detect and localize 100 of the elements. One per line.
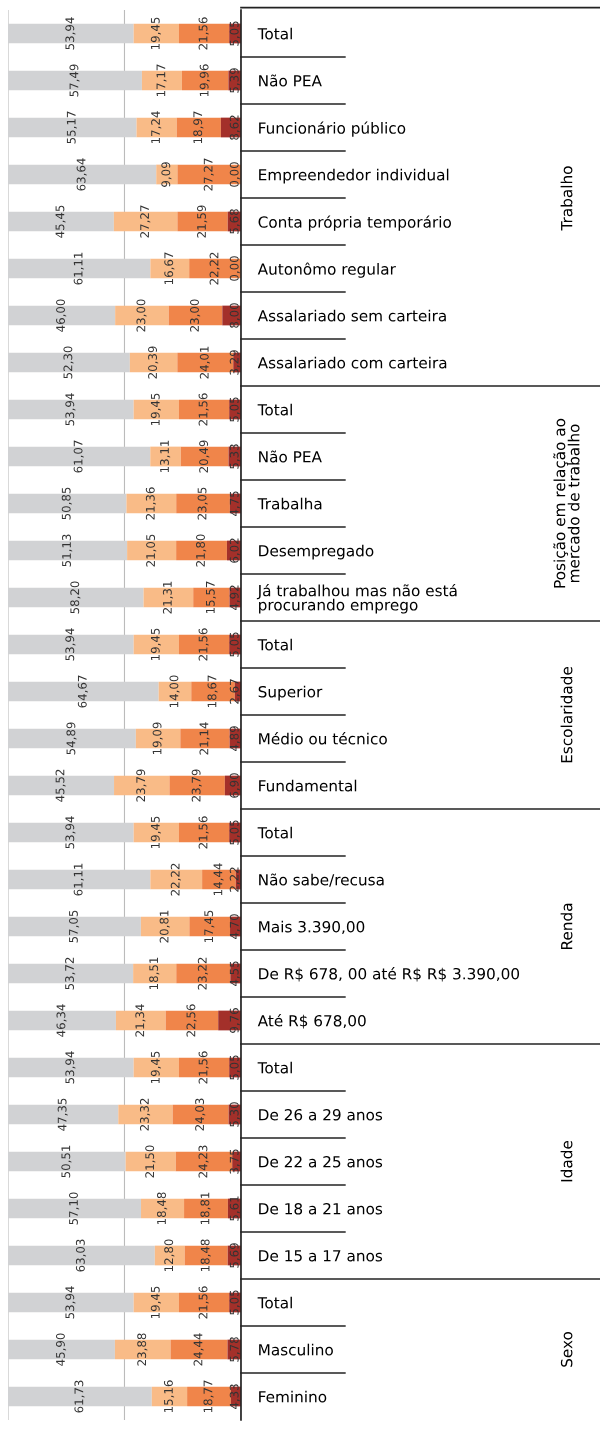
data-label: 24,01 [199, 346, 210, 379]
y-tick-label: Total [257, 27, 292, 40]
data-label: 6,90 [229, 773, 240, 798]
data-label: 22,56 [186, 1004, 197, 1037]
data-label: 17,17 [156, 64, 167, 97]
data-label: 23,00 [136, 299, 147, 332]
data-label: 61,11 [73, 252, 84, 285]
data-label: 61,73 [74, 1380, 85, 1413]
data-label: 5,78 [229, 1337, 240, 1362]
data-label: 24,03 [195, 1098, 206, 1131]
y-tick-label: De 15 a 17 anos [259, 1250, 383, 1262]
data-label: 5,33 [229, 444, 240, 469]
data-label: 52,30 [63, 346, 74, 379]
y-tick-label: Assalariado sem carteira [257, 309, 446, 322]
y-tick-label: Autonômo regular [257, 262, 396, 278]
y-tick-label: Total [257, 1061, 292, 1074]
text: Idade [560, 1140, 573, 1182]
data-label: 8,62 [229, 115, 240, 140]
data-label: 5,30 [229, 1102, 240, 1127]
data-label: 23,05 [197, 487, 208, 520]
data-label: 21,14 [199, 722, 210, 755]
data-label: 5,69 [229, 1243, 240, 1268]
data-label: 53,72 [65, 957, 76, 990]
data-label: 21,56 [198, 816, 209, 849]
data-label: 5,05 [229, 397, 240, 422]
data-label: 0,00 [229, 162, 240, 187]
data-label: 54,89 [66, 722, 77, 755]
data-label: 53,94 [65, 1286, 76, 1319]
data-label: 4,89 [229, 726, 240, 752]
data-label: 19,45 [150, 1286, 161, 1319]
data-label: 61,07 [73, 440, 84, 473]
data-label: 21,36 [145, 487, 156, 520]
y-tick-label: De 26 a 29 anos [259, 1108, 383, 1121]
data-label: 50,51 [61, 1145, 72, 1178]
y-tick-label: Empreendedor individual [259, 168, 449, 184]
data-label: 53,94 [65, 393, 76, 426]
data-label: 23,79 [136, 769, 147, 802]
text: Renda [560, 903, 573, 950]
data-label: 23,22 [197, 957, 208, 990]
data-label: 20,39 [148, 346, 159, 379]
data-label: 5,61 [229, 1196, 240, 1221]
y-tick-label: Assalariado com carteira [257, 356, 447, 369]
data-label: 21,34 [135, 1004, 146, 1037]
data-label: 18,67 [207, 675, 218, 708]
text: Sexo [560, 1331, 573, 1367]
y-tick-label: Total [257, 403, 292, 416]
y-tick-label: Não PEA [259, 450, 322, 463]
y-tick-label: Conta própria temporário [258, 215, 451, 231]
data-label: 20,81 [159, 910, 170, 943]
data-label: 4,75 [229, 491, 240, 517]
data-label: 21,56 [198, 1286, 209, 1319]
data-label: 4,70 [229, 914, 240, 940]
data-label: 2,22 [229, 867, 240, 892]
data-label: 63,64 [76, 158, 87, 191]
data-label: 18,51 [149, 957, 160, 990]
data-label: 21,56 [198, 1051, 209, 1084]
data-label: 18,48 [157, 1192, 168, 1225]
data-label: 13,11 [160, 440, 171, 473]
data-label: 18,97 [193, 111, 204, 144]
data-label: 21,31 [162, 581, 174, 614]
data-label: 51,13 [62, 534, 73, 567]
data-label: 14,00 [169, 675, 180, 708]
data-label: 63,03 [75, 1239, 87, 1272]
text: Posição em relação ao mercado de trabalho [553, 418, 580, 588]
y-tick-label: Feminino [259, 1390, 327, 1403]
data-label: 57,05 [68, 910, 80, 943]
data-label: 19,45 [150, 393, 161, 426]
text: Escolaridade [560, 666, 573, 763]
data-label: 3,75 [229, 1149, 240, 1174]
data-label: 5,39 [229, 68, 240, 93]
data-label: 4,92 [229, 585, 240, 611]
data-label: 9,76 [229, 1008, 240, 1033]
y-tick-label: Não sabe/recusa [259, 873, 384, 887]
y-tick-label: Não PEA [259, 74, 322, 87]
data-label: 5,68 [229, 209, 240, 234]
y-tick-label: Desempregado [259, 544, 374, 560]
data-label: 21,56 [198, 628, 209, 661]
data-label: 45,45 [55, 205, 66, 238]
data-label: 8,00 [229, 303, 240, 328]
data-label: 45,90 [55, 1333, 67, 1366]
data-label: 23,32 [139, 1098, 151, 1131]
data-label: 5,05 [229, 1055, 240, 1080]
data-label: 21,56 [198, 17, 209, 50]
data-label: 21,80 [196, 534, 207, 567]
data-label: 24,44 [193, 1333, 204, 1366]
data-label: 53,94 [65, 628, 76, 661]
text: Trabalho [560, 166, 573, 231]
y-tick-label: Funcionário público [259, 121, 406, 137]
data-label: 53,94 [65, 1051, 76, 1084]
data-label: 15,16 [163, 1380, 175, 1413]
y-tick-label: Médio ou técnico [259, 732, 387, 745]
data-label: 2,67 [229, 679, 240, 704]
data-label: 21,59 [197, 205, 208, 238]
data-label: 5,05 [229, 820, 240, 845]
data-label: 61,11 [73, 863, 84, 896]
data-label: 19,45 [150, 1051, 161, 1084]
data-label: 18,48 [200, 1239, 211, 1272]
data-label: 4,33 [229, 1384, 240, 1410]
y-tick-label: Fundamental [259, 779, 357, 792]
y-tick-label: Total [257, 1296, 292, 1309]
